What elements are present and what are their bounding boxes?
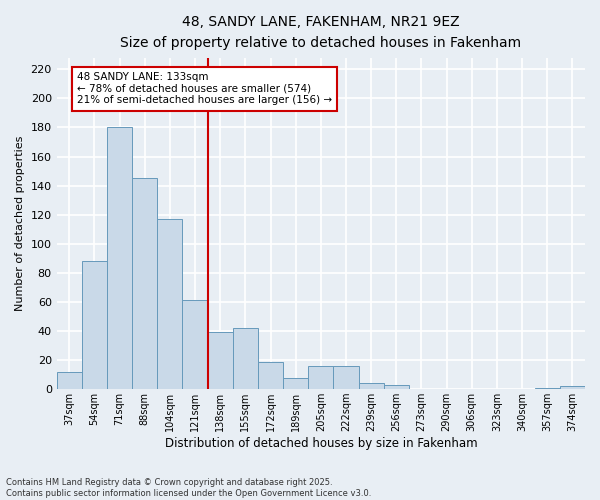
Bar [157,219,182,389]
Bar [560,386,585,389]
X-axis label: Distribution of detached houses by size in Fakenham: Distribution of detached houses by size … [164,437,477,450]
Bar [208,332,233,389]
Bar [384,385,409,389]
Bar [233,328,258,389]
Title: 48, SANDY LANE, FAKENHAM, NR21 9EZ
Size of property relative to detached houses : 48, SANDY LANE, FAKENHAM, NR21 9EZ Size … [120,15,521,50]
Bar [535,388,560,389]
Bar [283,378,308,389]
Bar [308,366,334,389]
Y-axis label: Number of detached properties: Number of detached properties [15,136,25,311]
Text: 48 SANDY LANE: 133sqm
← 78% of detached houses are smaller (574)
21% of semi-det: 48 SANDY LANE: 133sqm ← 78% of detached … [77,72,332,106]
Bar [334,366,359,389]
Bar [82,261,107,389]
Bar [56,372,82,389]
Bar [182,300,208,389]
Bar [359,384,384,389]
Bar [258,362,283,389]
Bar [132,178,157,389]
Text: Contains HM Land Registry data © Crown copyright and database right 2025.
Contai: Contains HM Land Registry data © Crown c… [6,478,371,498]
Bar [107,128,132,389]
